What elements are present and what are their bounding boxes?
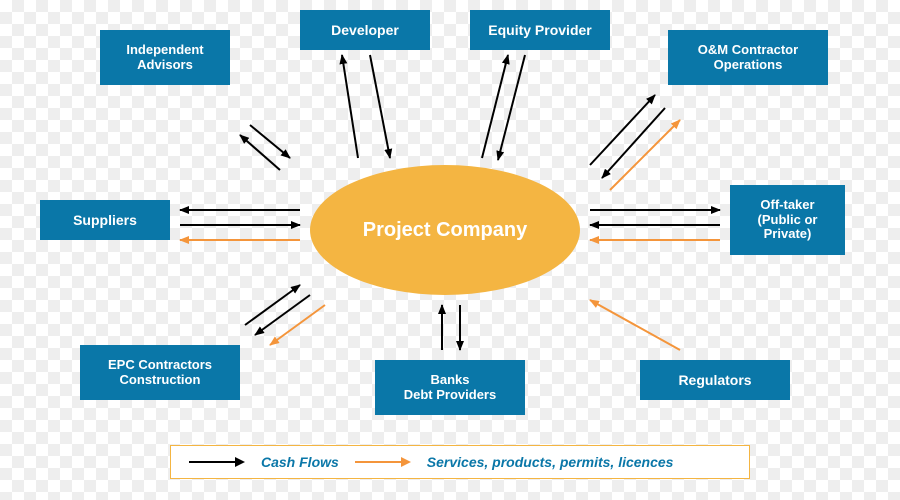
node-epc-contractors: EPC ContractorsConstruction (80, 345, 240, 400)
node-off-taker: Off-taker(Public orPrivate) (730, 185, 845, 255)
legend: Cash Flows Services, products, permits, l… (170, 445, 750, 479)
node-label: O&M ContractorOperations (698, 43, 798, 73)
node-label: EPC ContractorsConstruction (108, 358, 212, 388)
node-developer: Developer (300, 10, 430, 50)
legend-arrow-icon (187, 453, 247, 471)
node-label: IndependentAdvisors (126, 43, 203, 73)
node-om-contractor: O&M ContractorOperations (668, 30, 828, 85)
node-suppliers: Suppliers (40, 200, 170, 240)
legend-arrow-icon (353, 453, 413, 471)
node-banks: BanksDebt Providers (375, 360, 525, 415)
center-project-company: Project Company (310, 165, 580, 295)
node-label: BanksDebt Providers (404, 373, 496, 403)
node-regulators: Regulators (640, 360, 790, 400)
node-label: Developer (331, 22, 399, 38)
node-equity-provider: Equity Provider (470, 10, 610, 50)
center-label: Project Company (363, 219, 527, 242)
node-label: Off-taker(Public orPrivate) (758, 198, 818, 243)
node-independent-advisors: IndependentAdvisors (100, 30, 230, 85)
diagram-stage: Project Company IndependentAdvisors Devel… (0, 0, 900, 500)
node-label: Suppliers (73, 212, 137, 228)
node-label: Regulators (678, 372, 751, 388)
legend-label: Services, products, permits, licences (427, 454, 674, 470)
legend-label: Cash Flows (261, 454, 339, 470)
node-label: Equity Provider (488, 22, 591, 38)
